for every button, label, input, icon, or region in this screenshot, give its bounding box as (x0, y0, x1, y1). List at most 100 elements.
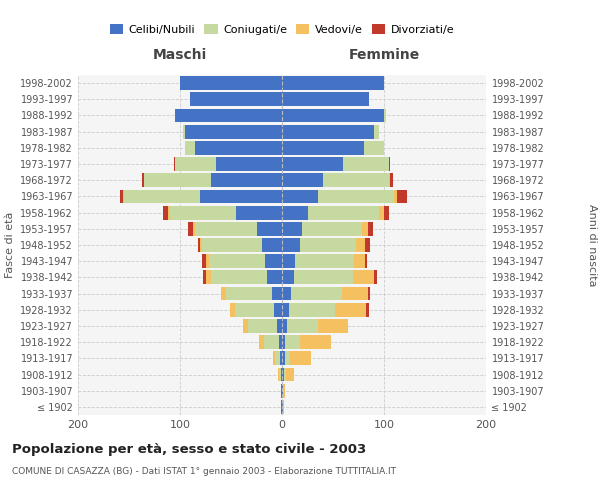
Bar (384, 108, 386, 122)
Bar (343, 157, 389, 171)
Bar (289, 303, 335, 316)
Bar (282, 174, 323, 187)
Bar (282, 368, 284, 382)
Bar (282, 303, 289, 316)
Bar (356, 238, 365, 252)
Bar (168, 206, 170, 220)
Bar (301, 238, 356, 252)
Bar (272, 286, 282, 300)
Bar (374, 125, 379, 138)
Bar (287, 319, 318, 333)
Bar (389, 174, 390, 187)
Bar (397, 190, 407, 203)
Bar (282, 270, 294, 284)
Bar (390, 174, 393, 187)
Bar (278, 368, 279, 382)
Bar (265, 254, 282, 268)
Bar (211, 174, 282, 187)
Bar (282, 352, 285, 365)
Bar (374, 270, 377, 284)
Text: Popolazione per età, sesso e stato civile - 2003: Popolazione per età, sesso e stato civil… (12, 442, 366, 456)
Bar (301, 336, 331, 349)
Bar (262, 238, 282, 252)
Bar (203, 270, 205, 284)
Bar (291, 286, 342, 300)
Bar (273, 352, 275, 365)
Bar (282, 76, 384, 90)
Bar (175, 108, 282, 122)
Bar (183, 125, 185, 138)
Bar (236, 206, 282, 220)
Legend: Celibi/Nubili, Coniugati/e, Vedovi/e, Divorziati/e: Celibi/Nubili, Coniugati/e, Vedovi/e, Di… (106, 20, 458, 39)
Bar (142, 174, 144, 187)
Bar (294, 270, 353, 284)
Bar (394, 190, 397, 203)
Bar (190, 92, 282, 106)
Bar (335, 303, 365, 316)
Bar (379, 206, 384, 220)
Bar (185, 141, 196, 154)
Bar (281, 400, 282, 414)
Bar (174, 157, 175, 171)
Bar (368, 286, 370, 300)
Bar (144, 174, 211, 187)
Bar (259, 336, 263, 349)
Bar (175, 157, 216, 171)
Bar (281, 384, 282, 398)
Bar (389, 157, 390, 171)
Bar (193, 222, 196, 235)
Bar (282, 157, 343, 171)
Bar (188, 222, 193, 235)
Bar (342, 286, 368, 300)
Bar (211, 270, 266, 284)
Bar (284, 368, 286, 382)
Bar (353, 270, 374, 284)
Bar (283, 400, 284, 414)
Bar (362, 222, 368, 235)
Bar (323, 174, 389, 187)
Bar (257, 222, 282, 235)
Bar (282, 254, 295, 268)
Bar (282, 141, 364, 154)
Bar (282, 336, 285, 349)
Bar (355, 254, 365, 268)
Bar (209, 254, 265, 268)
Bar (243, 319, 248, 333)
Bar (120, 190, 123, 203)
Bar (180, 76, 282, 90)
Bar (282, 319, 287, 333)
Bar (365, 238, 370, 252)
Bar (216, 157, 282, 171)
Bar (282, 238, 301, 252)
Bar (282, 222, 302, 235)
Bar (279, 368, 281, 382)
Bar (282, 206, 308, 220)
Bar (200, 190, 282, 203)
Bar (274, 303, 282, 316)
Bar (290, 352, 311, 365)
Bar (281, 368, 282, 382)
Bar (170, 206, 236, 220)
Bar (295, 254, 355, 268)
Bar (248, 319, 277, 333)
Bar (279, 336, 282, 349)
Bar (364, 141, 384, 154)
Bar (285, 352, 290, 365)
Bar (283, 384, 285, 398)
Bar (282, 190, 318, 203)
Bar (263, 336, 279, 349)
Bar (205, 254, 209, 268)
Text: COMUNE DI CASAZZA (BG) - Dati ISTAT 1° gennaio 2003 - Elaborazione TUTTITALIA.IT: COMUNE DI CASAZZA (BG) - Dati ISTAT 1° g… (12, 468, 396, 476)
Bar (196, 222, 257, 235)
Bar (123, 190, 124, 203)
Bar (318, 319, 348, 333)
Bar (384, 206, 389, 220)
Text: Maschi: Maschi (153, 48, 207, 62)
Text: Anni di nascita: Anni di nascita (587, 204, 597, 286)
Bar (282, 400, 283, 414)
Bar (282, 125, 374, 138)
Bar (124, 190, 200, 203)
Bar (221, 286, 226, 300)
Bar (280, 352, 282, 365)
Bar (202, 254, 205, 268)
